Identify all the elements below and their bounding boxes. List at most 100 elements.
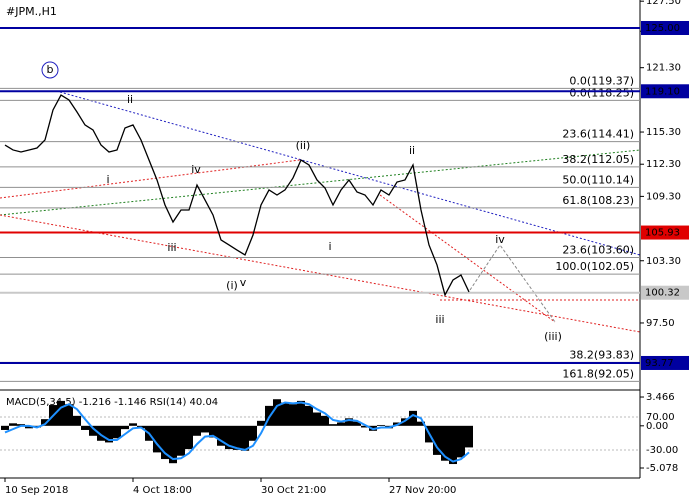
price-label: 125.00	[645, 23, 680, 34]
indicator-title: MACD(5,34,5) -1.216 -1.146 RSI(14) 40.04	[6, 397, 218, 408]
chart-title: #JPM.,H1	[6, 5, 57, 18]
histogram-bar	[289, 404, 297, 426]
y2-tick-label: 70.00	[646, 412, 675, 423]
histogram-bar	[465, 425, 473, 448]
y-tick-label: 127.50	[646, 0, 681, 7]
histogram-bar	[249, 425, 257, 441]
histogram-bar	[441, 425, 449, 461]
wave-label: (ii)	[296, 139, 311, 152]
histogram-bar	[65, 404, 73, 426]
y-tick-label: 97.50	[646, 318, 675, 329]
histogram-bar	[273, 399, 281, 426]
histogram-bar	[353, 421, 361, 426]
wave-label: iv	[495, 233, 505, 246]
histogram-bar	[57, 400, 65, 426]
histogram-bar	[329, 424, 337, 426]
y-tick-label: 3.466	[646, 392, 675, 403]
price-label: 100.32	[645, 288, 680, 299]
histogram-bar	[121, 425, 129, 430]
wave-label: v	[240, 276, 247, 289]
histogram-bar	[297, 400, 305, 426]
histogram-bar	[1, 425, 9, 430]
price-box	[641, 84, 689, 99]
price-label: 119.10	[645, 86, 680, 97]
price-label: 105.93	[645, 228, 680, 239]
histogram-bar	[113, 425, 121, 439]
histogram-bar	[177, 425, 185, 456]
price-line-series	[4, 94, 470, 297]
histogram-bar	[193, 425, 201, 436]
x-tick-label: 10 Sep 2018	[5, 485, 68, 496]
wave-label: iii	[167, 241, 176, 254]
y-tick-label: 103.30	[646, 256, 681, 267]
y-tick-label: -5.078	[646, 463, 678, 474]
histogram-bar	[97, 425, 105, 441]
histogram-bar	[153, 425, 161, 453]
price-box	[641, 20, 689, 35]
histogram-bar	[401, 418, 409, 426]
histogram-bar	[281, 402, 289, 426]
fib-label: 50.0(110.14)	[562, 173, 634, 186]
histogram-bar	[217, 425, 225, 446]
trend-line	[59, 91, 641, 256]
histogram-bar	[169, 425, 177, 464]
wave-label: b	[47, 63, 54, 76]
fib-label: 0.0(119.37)	[569, 74, 634, 87]
fib-label: 23.6(103.60)	[562, 244, 634, 257]
histogram-bar	[457, 425, 465, 458]
histogram-bar	[225, 425, 233, 450]
price-box	[641, 285, 689, 300]
wave-label: i	[106, 173, 109, 186]
price-box	[641, 355, 689, 370]
fib-label: 38.2(112.05)	[562, 153, 634, 166]
histogram-bar	[201, 425, 209, 433]
histogram-bar	[233, 425, 241, 450]
histogram-bar	[81, 425, 89, 430]
y2-tick-label: -30.00	[646, 445, 678, 456]
y-tick-label: 0.00	[646, 421, 668, 432]
histogram-bar	[433, 425, 441, 455]
wave-label: i	[328, 240, 331, 253]
histogram-bar	[105, 425, 113, 443]
fib-label: 23.6(114.41)	[562, 128, 634, 141]
fib-label: 100.0(102.05)	[555, 260, 634, 273]
fib-label: 38.2(93.83)	[569, 348, 634, 361]
y-tick-label: 112.30	[646, 159, 681, 170]
histogram-bar	[377, 424, 385, 426]
histogram-bar	[161, 425, 169, 460]
wave-label: ii	[127, 93, 133, 106]
wave-label: (iii)	[544, 330, 562, 343]
wave-label: (i)	[226, 279, 238, 292]
histogram-bar	[73, 415, 81, 426]
fib-label: 61.8(108.23)	[562, 194, 634, 207]
histogram-bar	[9, 423, 17, 426]
x-tick-label: 4 Oct 18:00	[133, 485, 192, 496]
histogram-bar	[409, 410, 417, 426]
histogram-bar	[209, 425, 217, 438]
histogram-bar	[41, 419, 49, 426]
indicator-line	[4, 401, 470, 463]
wave-label: iv	[191, 163, 201, 176]
histogram-bar	[257, 420, 265, 426]
histogram-bar	[305, 405, 313, 426]
wave-label: ii	[409, 144, 415, 157]
histogram-bar	[25, 425, 33, 429]
fib-label: 0.0(118.25)	[569, 86, 634, 99]
histogram-bar	[89, 425, 97, 436]
histogram-bar	[337, 422, 345, 426]
price-box	[641, 225, 689, 240]
y-tick-label: 121.30	[646, 63, 681, 74]
x-tick-label: 27 Nov 20:00	[389, 485, 456, 496]
histogram-bar	[361, 425, 369, 428]
histogram-bar	[129, 423, 137, 426]
histogram-bar	[185, 425, 193, 450]
wave-circle	[41, 61, 59, 79]
histogram-bar	[449, 425, 457, 465]
x-tick-label: 30 Oct 21:00	[261, 485, 326, 496]
y-tick-label: 115.30	[646, 127, 681, 138]
fib-label: 161.8(92.05)	[562, 367, 634, 380]
y-tick-label: 109.30	[646, 191, 681, 202]
histogram-bar	[345, 418, 353, 426]
price-label: 93.77	[645, 358, 674, 369]
trend-line	[0, 214, 641, 333]
